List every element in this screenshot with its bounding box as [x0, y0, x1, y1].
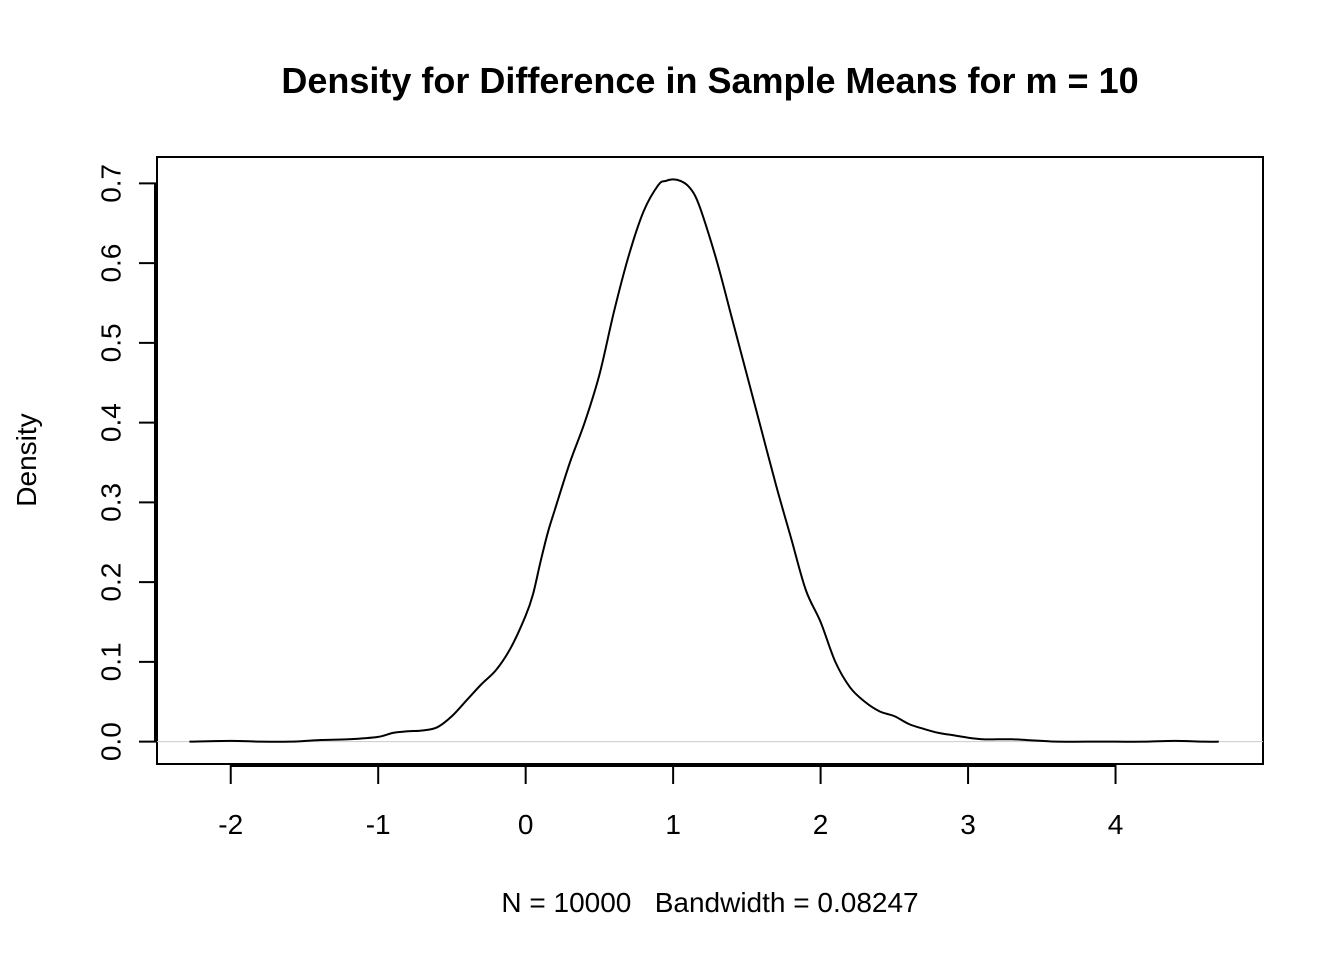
x-tick-label: 0: [518, 809, 534, 840]
density-curve: [189, 178, 1219, 743]
y-axis-label: Density: [11, 413, 42, 506]
y-tick-label: 0.2: [96, 563, 127, 602]
y-tick-label: 0.7: [96, 164, 127, 203]
chart-title: Density for Difference in Sample Means f…: [281, 60, 1138, 101]
plot-frame: [156, 156, 1264, 765]
x-axis-label: N = 10000 Bandwidth = 0.08247: [501, 887, 918, 918]
x-tick-label: 3: [960, 809, 976, 840]
y-tick-label: 0.0: [96, 722, 127, 761]
y-tick-label: 0.5: [96, 323, 127, 362]
x-tick-label: 4: [1108, 809, 1124, 840]
x-axis: -2 -1 0 1 2 3 4: [218, 764, 1123, 840]
x-tick-label: 1: [665, 809, 681, 840]
y-tick-label: 0.4: [96, 403, 127, 442]
y-tick-label: 0.6: [96, 244, 127, 283]
x-tick-label: -2: [218, 809, 243, 840]
x-tick-label: -1: [366, 809, 391, 840]
plot-marks: [157, 178, 1263, 743]
y-tick-label: 0.3: [96, 483, 127, 522]
y-axis: 0.0 0.1 0.2 0.3 0.4 0.5 0.6 0.7: [96, 164, 157, 761]
y-tick-label: 0.1: [96, 642, 127, 681]
x-tick-label: 2: [813, 809, 829, 840]
